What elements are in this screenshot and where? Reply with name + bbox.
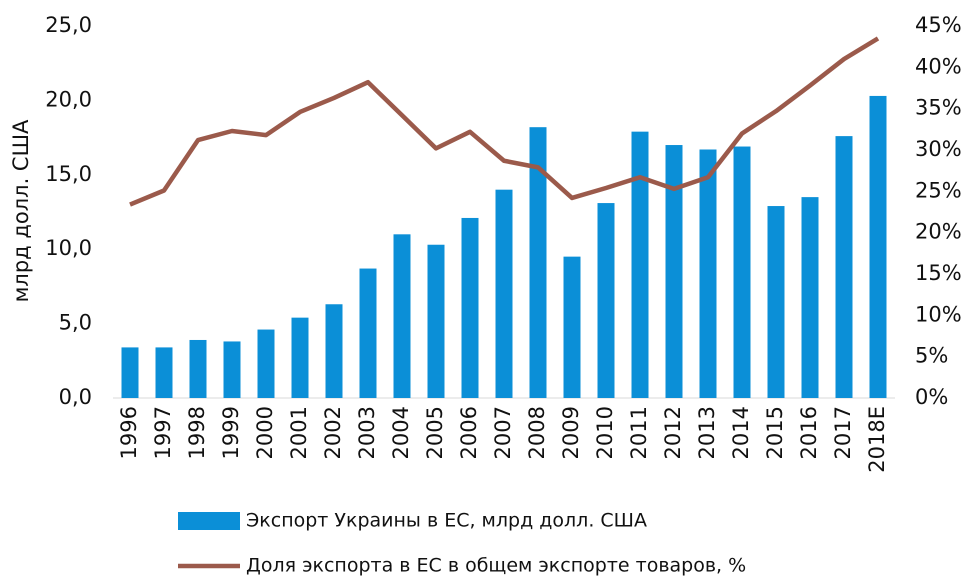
bar [461,217,479,398]
y2-tick-label: 10% [915,302,962,326]
bar [393,234,411,398]
y-tick-label: 15,0 [45,162,92,186]
bar [155,347,173,398]
bar [665,145,683,398]
x-tick-label: 2012 [661,406,685,459]
legend-swatch [178,512,240,530]
x-tick-label: 2018E [865,406,889,473]
y-axis-label: млрд долл. США [9,119,33,302]
y2-tick-label: 0% [915,385,948,409]
x-tick-label: 2017 [831,406,855,459]
x-tick-label: 2002 [321,406,345,459]
bar [801,197,819,398]
bar [223,341,241,398]
bar [325,304,343,398]
y-tick-label: 20,0 [45,87,92,111]
x-tick-label: 2000 [253,406,277,459]
y2-tick-label: 30% [915,137,962,161]
x-tick-label: 1996 [117,406,141,459]
x-tick-label: 2008 [525,406,549,459]
x-tick-label: 1999 [219,406,243,459]
x-tick-label: 2014 [729,406,753,459]
bar [529,127,547,399]
x-tick-label: 1997 [151,406,175,459]
bar [359,268,377,398]
x-tick-label: 1998 [185,406,209,459]
legend-label: Экспорт Украины в ЕС, млрд долл. США [246,510,647,532]
y2-tick-label: 45% [915,13,962,37]
y2-tick-label: 20% [915,220,962,244]
bar [189,339,207,398]
bar [869,95,887,398]
x-tick-label: 2010 [593,406,617,459]
y2-tick-label: 40% [915,54,962,78]
bar [291,317,309,398]
bar [767,206,785,398]
x-tick-label: 2011 [627,406,651,459]
legend-label: Доля экспорта в ЕС в общем экспорте това… [246,555,746,577]
bar [733,146,751,398]
x-tick-label: 2007 [491,406,515,459]
bar [631,131,649,398]
y2-tick-label: 25% [915,178,962,202]
y-tick-label: 0,0 [59,385,92,409]
bar [427,244,445,398]
y2-tick-label: 5% [915,344,948,368]
x-tick-label: 2005 [423,406,447,459]
y-tick-label: 10,0 [45,236,92,260]
x-tick-label: 2015 [763,406,787,459]
bar [121,347,139,398]
y2-tick-label: 35% [915,96,962,120]
y2-tick-label: 15% [915,261,962,285]
bar [257,329,275,398]
bar [835,136,853,398]
bar [597,203,615,398]
x-tick-label: 2006 [457,406,481,459]
x-tick-label: 2003 [355,406,379,459]
bar [563,256,581,398]
x-tick-label: 2016 [797,406,821,459]
x-tick-label: 2013 [695,406,719,459]
x-tick-label: 2001 [287,406,311,459]
line [129,36,880,207]
x-tick-label: 2009 [559,406,583,459]
bar [495,189,513,398]
y-tick-label: 25,0 [45,13,92,37]
y-tick-label: 5,0 [59,311,92,335]
bar [699,149,717,398]
x-tick-label: 2004 [389,406,413,459]
